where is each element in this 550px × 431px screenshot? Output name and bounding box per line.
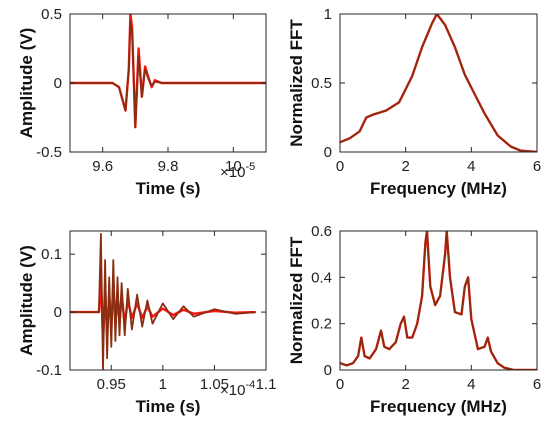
y-tick-label: 0.5: [311, 75, 332, 92]
plot-area: [340, 231, 537, 370]
x-tick-label: 0: [336, 376, 344, 393]
x-axis-multiplier: ×10-5: [220, 161, 255, 181]
series-line-2: [340, 231, 537, 370]
plot-area: [340, 14, 537, 152]
y-tick-label: 0.4: [311, 269, 332, 286]
x-tick-label: 10: [225, 158, 242, 175]
x-tick-label: 0: [336, 158, 344, 175]
x-tick-label: 6: [533, 376, 541, 393]
series-line-1: [70, 276, 256, 343]
multiplier-exponent: -5: [245, 161, 255, 173]
multiplier-exponent: -4: [245, 379, 255, 391]
axes-box: [69, 230, 267, 371]
y-axis-label: Normalized FFT: [287, 236, 306, 364]
x-axis-label: Time (s): [136, 179, 201, 198]
x-axis-label: Frequency (MHz): [370, 397, 507, 416]
axes-box: [339, 13, 538, 153]
plot-area: [70, 14, 266, 129]
x-tick-label: 1.1: [256, 376, 277, 393]
x-tick-label: 2: [401, 158, 409, 175]
y-tick-label: 0: [54, 75, 62, 92]
x-axis-label: Time (s): [136, 397, 201, 416]
y-axis-label: Normalized FFT: [287, 19, 306, 147]
y-tick-label: 0.5: [41, 6, 62, 23]
series-line-1: [340, 14, 537, 152]
y-axis-label: Amplitude (V): [17, 28, 36, 139]
y-tick-label: 0: [324, 362, 332, 379]
x-tick-label: 1: [159, 376, 167, 393]
x-tick-label: 1.05: [200, 376, 229, 393]
panel-1: 9.6 9.8 10 -0.5 0 0.5 Time (s) Amplitude (V) ×10…: [17, 6, 267, 198]
y-axis-label: Amplitude (V): [17, 245, 36, 356]
axes-box: [339, 230, 538, 371]
series-line-2: [340, 14, 537, 152]
panel-3: 0.95 1 1.05 1.1 -0.1 0 0.1 Time (s) Amplitude (V…: [17, 230, 277, 416]
x-axis-multiplier: ×10-4: [220, 379, 255, 399]
y-tick-label: -0.1: [36, 362, 62, 379]
multiplier-base: ×10: [220, 382, 245, 399]
x-tick-label: 0.95: [97, 376, 126, 393]
y-tick-label: 1: [324, 6, 332, 23]
series-line-2: [70, 233, 256, 370]
x-tick-label: 4: [467, 376, 475, 393]
x-tick-label: 9.8: [158, 158, 179, 175]
plot-area: [70, 233, 256, 370]
x-tick-label: 9.6: [92, 158, 113, 175]
series-line-2: [70, 20, 266, 129]
multiplier-base: ×10: [220, 164, 245, 181]
series-line-1: [70, 14, 266, 129]
y-tick-label: 0.1: [41, 246, 62, 263]
y-tick-label: 0: [324, 144, 332, 161]
y-tick-label: -0.5: [36, 144, 62, 161]
x-tick-label: 6: [533, 158, 541, 175]
x-tick-label: 4: [467, 158, 475, 175]
y-tick-label: 0.2: [311, 316, 332, 333]
x-tick-label: 2: [401, 376, 409, 393]
panel-4: 0 2 4 6 0 0.2 0.4 0.6 Frequency (MHz) Normalized …: [287, 223, 541, 416]
y-tick-label: 0: [54, 304, 62, 321]
x-axis-label: Frequency (MHz): [370, 179, 507, 198]
y-tick-label: 0.6: [311, 223, 332, 240]
panel-2: 0 2 4 6 0 0.5 1 Frequency (MHz) Normalized FFT: [287, 6, 541, 198]
